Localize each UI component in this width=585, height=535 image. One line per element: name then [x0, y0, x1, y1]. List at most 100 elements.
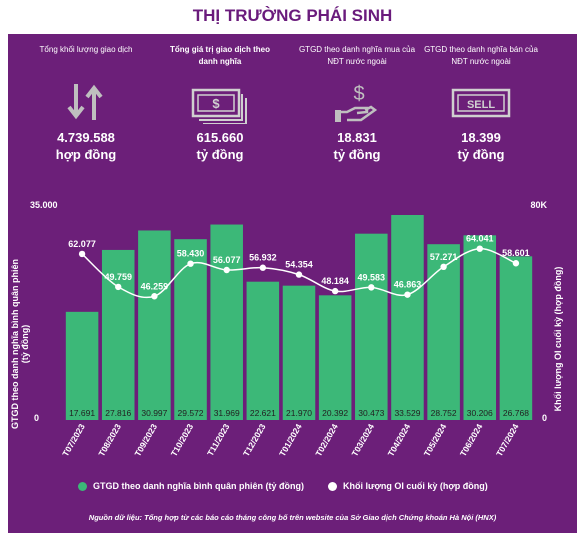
- legend-item-line: Khối lượng OI cuối kỳ (hợp đồng): [327, 481, 488, 491]
- category-tick-label: T03/2024: [349, 422, 376, 458]
- kpi-total-value: Tổng giá trị giao dịch theo danh nghĩa $…: [160, 44, 280, 164]
- line-value-label: 62.077: [68, 239, 96, 249]
- bar-value-label: 20.392: [322, 408, 348, 418]
- banknotes-icon: $: [160, 80, 280, 124]
- bar: [210, 224, 243, 420]
- right-axis-max-label: 80K: [530, 200, 547, 210]
- bar: [65, 311, 99, 420]
- bar: [355, 233, 388, 420]
- category-tick-label: T06/2024: [458, 422, 485, 458]
- kpi-unit: tỷ đồng: [333, 147, 381, 162]
- line-point: [368, 284, 375, 291]
- bar-value-label: 30.473: [358, 408, 384, 418]
- kpi-total-volume: Tổng khối lượng giao dịch 4.739.588 hợp …: [26, 44, 146, 164]
- svg-text:SELL: SELL: [467, 99, 495, 111]
- category-tick-label: T05/2024: [422, 422, 449, 458]
- kpi-label: Tổng khối lượng giao dịch: [39, 45, 133, 54]
- left-axis-zero-label: 0: [34, 413, 39, 423]
- left-axis-max-label: 35.000: [30, 200, 58, 210]
- bar: [499, 256, 533, 420]
- bar-value-label: 17.691: [69, 408, 95, 418]
- line-point: [512, 260, 520, 267]
- legend-label-line: Khối lượng OI cuối kỳ (hợp đồng): [342, 481, 488, 491]
- kpi-unit: tỷ đồng: [196, 147, 244, 162]
- line-value-label: 56.932: [249, 253, 277, 263]
- kpi-label: GTGD theo danh nghĩa mua của NĐT nước ng…: [298, 45, 416, 66]
- kpi-unit: hợp đồng: [55, 147, 117, 162]
- legend-item-bars: GTGD theo danh nghĩa bình quân phiên (tỷ…: [78, 481, 304, 491]
- line-value-label: 57.271: [430, 252, 458, 262]
- legend-label-bars: GTGD theo danh nghĩa bình quân phiên (tỷ…: [93, 481, 304, 491]
- bar: [246, 281, 280, 420]
- bar-value-label: 27.816: [105, 408, 131, 418]
- kpi-foreign-sell: GTGD theo danh nghĩa bán của NĐT nước ng…: [421, 44, 541, 164]
- up-down-arrows-icon: [26, 80, 146, 124]
- bar: [282, 285, 316, 420]
- sell-sign-icon: SELL: [421, 80, 541, 124]
- bar-value-label: 29.572: [178, 408, 204, 418]
- bar-value-label: 30.997: [141, 408, 167, 418]
- kpi-unit: tỷ đồng: [457, 147, 505, 162]
- line-value-label: 49.759: [104, 272, 132, 282]
- line-point: [259, 264, 267, 271]
- line-value-label: 48.184: [321, 276, 349, 286]
- kpi-value: 18.399: [461, 130, 501, 145]
- bar: [174, 239, 207, 420]
- kpi-label: Tổng giá trị giao dịch theo danh nghĩa: [170, 45, 270, 66]
- category-tick-label: T07/2023: [60, 422, 87, 458]
- line-point: [331, 287, 339, 295]
- line-point: [440, 263, 447, 271]
- kpi-value: 18.831: [337, 130, 377, 145]
- line-value-label: 58.430: [177, 249, 205, 259]
- line-point: [223, 266, 230, 274]
- legend-swatch-line: [327, 481, 337, 491]
- bar: [318, 295, 352, 420]
- category-tick-label: T04/2024: [386, 422, 413, 458]
- right-axis-zero-label: 0: [542, 413, 547, 423]
- bar-value-label: 31.969: [214, 408, 240, 418]
- kpi-value: 615.660: [196, 130, 244, 145]
- line-value-label: 46.863: [394, 280, 422, 290]
- source-note: Nguồn dữ liệu: Tổng hợp từ các báo cáo t…: [88, 513, 497, 522]
- kpi-label: GTGD theo danh nghĩa bán của NĐT nước ng…: [424, 45, 538, 66]
- bar: [427, 244, 460, 420]
- line-point: [404, 291, 411, 298]
- infographic-panel: Tổng khối lượng giao dịch 4.739.588 hợp …: [8, 34, 577, 533]
- category-tick-label: T07/2024: [494, 422, 521, 458]
- line-value-label: 46.259: [141, 281, 169, 291]
- line-value-label: 56.077: [213, 255, 241, 265]
- bar: [391, 214, 424, 420]
- category-tick-label: T02/2024: [313, 422, 340, 458]
- category-tick-label: T12/2023: [241, 422, 268, 458]
- line-value-label: 49.583: [358, 272, 386, 282]
- category-tick-label: T10/2023: [169, 422, 196, 458]
- line-point: [115, 283, 122, 291]
- bar-value-label: 30.206: [467, 408, 493, 418]
- combo-chart: 0 0 17.691 T07/2023 27.816 T08/2023 30.997 T09/…: [34, 214, 547, 458]
- line-point: [476, 245, 483, 252]
- bar-value-label: 22.621: [250, 408, 276, 418]
- bar-value-label: 26.768: [503, 408, 529, 418]
- line-value-label: 54.354: [285, 260, 313, 270]
- line-point: [151, 293, 158, 300]
- category-tick-label: T08/2023: [96, 422, 123, 458]
- legend-swatch-bar: [78, 481, 87, 491]
- line-point: [187, 260, 194, 267]
- bar: [463, 235, 497, 420]
- bar-value-label: 28.752: [431, 408, 457, 418]
- hand-dollar-icon: $: [297, 80, 417, 124]
- kpi-value: 4.739.588: [57, 130, 115, 145]
- bar: [138, 230, 171, 420]
- category-tick-label: T01/2024: [277, 422, 304, 458]
- kpi-foreign-buy: GTGD theo danh nghĩa mua của NĐT nước ng…: [297, 44, 417, 164]
- category-tick-label: T11/2023: [205, 422, 232, 458]
- legend: GTGD theo danh nghĩa bình quân phiên (tỷ…: [78, 481, 488, 491]
- line-point: [78, 250, 86, 258]
- bar-value-label: 21.970: [286, 408, 312, 418]
- svg-text:$: $: [212, 96, 220, 111]
- line-point: [295, 271, 303, 278]
- line-value-label: 58.601: [502, 248, 530, 258]
- svg-text:$: $: [353, 83, 364, 105]
- page-title: THỊ TRƯỜNG PHÁI SINH: [192, 6, 393, 25]
- category-tick-label: T09/2023: [132, 422, 159, 458]
